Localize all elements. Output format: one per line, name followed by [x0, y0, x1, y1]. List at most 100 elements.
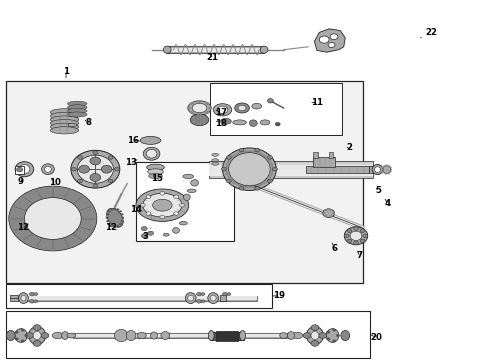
- Circle shape: [254, 148, 259, 152]
- Ellipse shape: [79, 165, 89, 173]
- Ellipse shape: [211, 159, 218, 162]
- Ellipse shape: [349, 231, 361, 240]
- Circle shape: [325, 331, 329, 334]
- Circle shape: [324, 209, 327, 211]
- Ellipse shape: [147, 169, 163, 175]
- Circle shape: [93, 217, 96, 220]
- Circle shape: [75, 243, 78, 246]
- Ellipse shape: [44, 166, 51, 172]
- Ellipse shape: [50, 120, 79, 127]
- Circle shape: [267, 99, 273, 103]
- Circle shape: [267, 156, 272, 159]
- Bar: [6, 284, 272, 308]
- Circle shape: [331, 339, 335, 342]
- Circle shape: [146, 195, 151, 199]
- Circle shape: [389, 169, 391, 170]
- Bar: [312, 152, 317, 158]
- Ellipse shape: [61, 332, 68, 339]
- Circle shape: [13, 229, 16, 231]
- Circle shape: [222, 292, 227, 296]
- Circle shape: [189, 102, 193, 105]
- Bar: [6, 311, 369, 358]
- Text: 17: 17: [215, 108, 226, 117]
- Circle shape: [43, 248, 46, 250]
- Ellipse shape: [137, 332, 146, 339]
- Ellipse shape: [146, 164, 164, 171]
- Circle shape: [384, 173, 386, 175]
- Circle shape: [67, 246, 70, 248]
- Circle shape: [353, 227, 358, 230]
- Circle shape: [318, 333, 326, 338]
- Ellipse shape: [163, 233, 169, 236]
- Circle shape: [346, 229, 351, 233]
- Circle shape: [9, 217, 12, 220]
- Circle shape: [51, 186, 54, 189]
- Circle shape: [116, 208, 119, 211]
- Ellipse shape: [148, 174, 162, 179]
- Circle shape: [310, 341, 318, 346]
- Ellipse shape: [146, 149, 157, 158]
- Circle shape: [28, 243, 31, 246]
- Circle shape: [310, 325, 318, 330]
- Ellipse shape: [136, 189, 188, 221]
- Circle shape: [106, 220, 109, 222]
- Ellipse shape: [52, 332, 63, 339]
- Circle shape: [110, 225, 113, 227]
- Ellipse shape: [143, 147, 160, 160]
- Circle shape: [16, 200, 19, 202]
- Circle shape: [16, 235, 19, 237]
- Circle shape: [325, 337, 329, 340]
- Ellipse shape: [15, 162, 34, 177]
- Ellipse shape: [190, 114, 208, 126]
- Bar: [27, 296, 256, 301]
- Ellipse shape: [163, 46, 171, 53]
- Ellipse shape: [67, 108, 87, 113]
- Ellipse shape: [239, 330, 245, 341]
- Circle shape: [389, 171, 391, 172]
- Circle shape: [254, 186, 259, 190]
- Circle shape: [35, 189, 38, 191]
- Circle shape: [24, 334, 28, 337]
- Circle shape: [386, 173, 388, 175]
- Bar: [328, 152, 333, 158]
- Text: 20: 20: [370, 333, 382, 342]
- Circle shape: [197, 100, 201, 103]
- Bar: [10, 295, 18, 301]
- Circle shape: [179, 203, 184, 207]
- Ellipse shape: [238, 105, 245, 111]
- Ellipse shape: [67, 112, 87, 117]
- Text: 6: 6: [331, 243, 337, 253]
- Circle shape: [197, 113, 201, 116]
- Circle shape: [226, 179, 231, 183]
- Circle shape: [160, 215, 164, 219]
- Ellipse shape: [68, 123, 77, 127]
- Bar: [312, 157, 334, 167]
- Ellipse shape: [67, 101, 87, 106]
- Circle shape: [43, 187, 46, 189]
- Ellipse shape: [6, 330, 15, 341]
- Circle shape: [106, 213, 109, 215]
- Circle shape: [239, 186, 244, 190]
- Circle shape: [359, 239, 364, 243]
- Circle shape: [388, 166, 390, 167]
- Ellipse shape: [90, 157, 101, 165]
- Ellipse shape: [192, 103, 206, 113]
- Text: 10: 10: [49, 178, 61, 187]
- Circle shape: [275, 122, 280, 126]
- Circle shape: [381, 169, 383, 170]
- Circle shape: [108, 223, 111, 225]
- Bar: [166, 48, 264, 52]
- Ellipse shape: [150, 332, 157, 339]
- Circle shape: [201, 300, 204, 303]
- Ellipse shape: [15, 329, 27, 342]
- Bar: [216, 331, 237, 341]
- Ellipse shape: [287, 332, 294, 339]
- Bar: [210, 332, 243, 340]
- Ellipse shape: [310, 332, 318, 339]
- Circle shape: [381, 171, 383, 172]
- Ellipse shape: [208, 330, 214, 341]
- Ellipse shape: [21, 295, 26, 301]
- Circle shape: [81, 195, 84, 198]
- Ellipse shape: [382, 166, 390, 174]
- Ellipse shape: [183, 194, 190, 201]
